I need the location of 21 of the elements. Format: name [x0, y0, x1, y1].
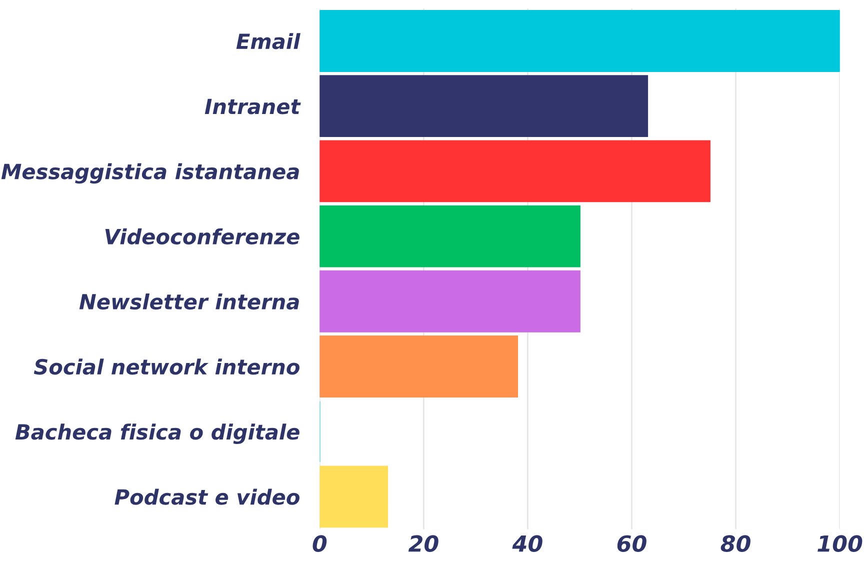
bar [320, 10, 840, 72]
bar [320, 205, 580, 268]
y-tick-label: Intranet [204, 98, 301, 114]
y-tick-label: Email [236, 33, 300, 50]
bar [320, 270, 580, 332]
bar [320, 336, 518, 398]
x-tick-label: 100 [818, 535, 862, 552]
y-tick-label: Newsletter interna [79, 293, 299, 310]
bar [320, 140, 710, 202]
y-tick-label: Bacheca fisica o digitale [15, 424, 300, 444]
x-tick-label: 40 [512, 535, 542, 552]
y-tick-label: Social network interno [34, 358, 300, 375]
x-tick-label: 80 [720, 535, 750, 552]
x-tick-label: 20 [408, 535, 438, 552]
y-tick-label: Podcast e video [114, 488, 300, 505]
bar [320, 466, 388, 528]
x-tick-label: 0 [312, 535, 327, 552]
x-tick-label: 60 [617, 535, 646, 552]
bar [320, 75, 648, 138]
y-tick-label: Messaggistica istantanea [1, 163, 299, 184]
y-tick-label: Videoconferenze [105, 228, 300, 244]
